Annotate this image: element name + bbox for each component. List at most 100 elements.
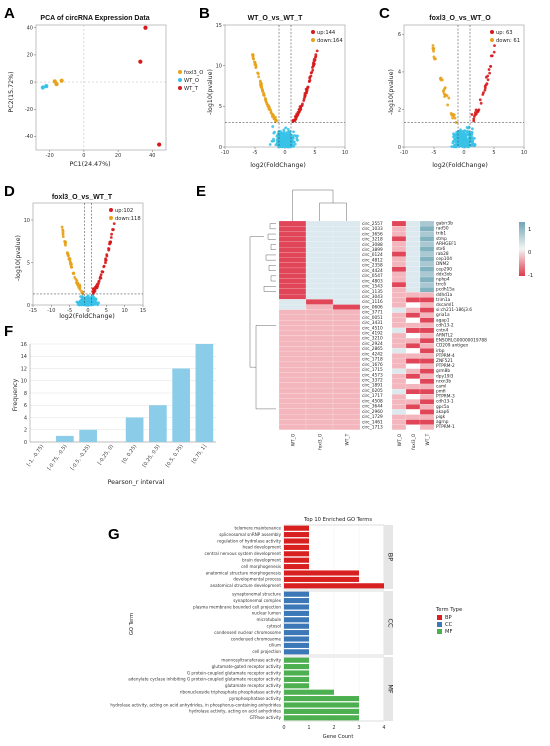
panel-e-right-cell (391, 307, 407, 313)
panel-g-term-label: synaptonemal complex (233, 598, 281, 603)
panel-e-left-cell (278, 309, 307, 316)
panel-g-term-label: anatomical structure morphogenesis (206, 570, 281, 575)
panel-e-left-cell (332, 377, 361, 383)
panel-e-row-label-right: pigk (436, 414, 446, 420)
panel-e-right-cell (391, 322, 407, 329)
panel-e-col-label-left: WT_O (291, 433, 297, 446)
panel-e-left-cell (305, 419, 334, 425)
panel-g-term-label: glutamate-gated receptor activity (212, 664, 282, 669)
panel-e-row-label-right: cep104 (436, 256, 452, 262)
panel-g-facet-label: MF (387, 684, 395, 694)
panel-e-left-cell (332, 283, 361, 289)
panel-b-point (295, 112, 299, 116)
panel-e-row-label-left: circ_3043 (362, 294, 383, 300)
panel-c-point (472, 119, 476, 123)
panel-g-bar (284, 683, 309, 689)
panel-e-right-cell (405, 322, 421, 329)
panel-d-point (74, 277, 78, 281)
panel-c-point (493, 44, 496, 48)
panel-e-left-cell (278, 294, 307, 300)
panel-a-ytick-label: 40 (27, 26, 33, 32)
panel-g-legend-label: BP (445, 615, 452, 621)
panel-e-col-label-right: WT_O (397, 433, 403, 446)
panel-e-left-cell (278, 236, 307, 242)
panel-d-point (64, 240, 68, 244)
panel-e-left-cell (332, 393, 361, 399)
panel-g-bar (284, 604, 309, 610)
panel-g-xlabel: Gene Count (323, 734, 354, 740)
panel-g-bar (284, 564, 309, 570)
panel-e-left-cell (305, 335, 334, 342)
panel-b-ylabel: -log10(pvalue) (207, 69, 214, 115)
panel-a-point (143, 25, 148, 30)
panel-a-ytick-label: 20 (27, 53, 33, 59)
panel-e-left-cell (278, 320, 307, 326)
panel-e-right-cell (391, 394, 407, 400)
panel-c-ylabel: -log10(pvalue) (388, 69, 395, 115)
panel-d-point (91, 290, 95, 294)
panel-e-row-label-left: circ_0205 (362, 388, 383, 394)
panel-e-col-label-right: foxl3_O (411, 433, 417, 450)
panel-g-bar (284, 708, 359, 714)
panel-e-row-label-right: gria1a (436, 312, 450, 318)
panel-e-right-cell (405, 404, 421, 410)
panel-c-point (473, 136, 476, 140)
panel-e-right-cell (419, 297, 435, 303)
panel-b-point (305, 91, 308, 95)
panel-d-point (66, 254, 70, 257)
panel-e-left-cell (332, 372, 361, 378)
panel-e-right-cell (419, 246, 435, 252)
panel-e-row-dendrogram-branch (263, 286, 276, 292)
panel-e-scale-label: 0 (528, 250, 531, 256)
panel-d-point (70, 262, 73, 266)
panel-b-point (262, 93, 266, 97)
panel-e-left-cell (332, 356, 361, 363)
panel-e-left-cell (278, 288, 307, 295)
panel-b-point (313, 58, 317, 62)
panel-e-row-label-left: circ_1135 (362, 289, 383, 295)
panel-e-left-cell (332, 382, 361, 389)
panel-e-row-label-right: ARNTL2 (436, 333, 453, 339)
panel-d-point (70, 265, 74, 269)
panel-g-bar (284, 610, 309, 616)
panel-e-right-cell (391, 419, 407, 425)
panel-e-left-cell (305, 367, 334, 373)
panel-c-point (476, 109, 480, 113)
panel-e-right-cell (405, 363, 421, 369)
panel-e-left-cell (332, 273, 361, 279)
panel-e-row-label-right: nrxn3b (436, 378, 451, 384)
panel-g-bar (284, 557, 309, 563)
panel-e-row-label-right: ddhd1a (436, 292, 453, 298)
panel-d-title: foxl3_O_vs_WT_T (52, 194, 113, 201)
panel-e-right-cell (419, 236, 435, 242)
panel-d-point (75, 300, 79, 304)
panel-d-xtick-label: 10 (121, 308, 127, 314)
panel-c-xtick-label: -5 (432, 150, 437, 156)
panel-e-right-cell (391, 302, 407, 308)
panel-e-left-cell (278, 304, 307, 310)
panel-c-point (465, 140, 469, 144)
panel-letter-g: G (108, 526, 120, 543)
panel-g-bar (284, 696, 359, 702)
panel-e-left-cell (305, 314, 334, 321)
panel-c-point (453, 116, 457, 120)
panel-e-row-label-right: rad50 (436, 226, 449, 232)
panel-e-row-label-right: trib1 (436, 231, 446, 237)
panel-e-left-cell (332, 309, 361, 316)
panel-e-right-cell (405, 358, 421, 364)
panel-e-left-cell (278, 340, 307, 347)
panel-b-point (289, 142, 293, 146)
panel-e-row-label-right: cntn4 (436, 327, 448, 333)
panel-e-row-label-right: nphp4 (436, 277, 450, 283)
panel-e-right-cell (405, 317, 421, 323)
panel-d-point (90, 303, 94, 306)
panel-c-point (486, 78, 490, 82)
panel-e-right-cell (391, 226, 407, 232)
panel-e-row-dendrogram-branch (267, 233, 276, 240)
panel-b-point (312, 63, 315, 67)
panel-e-left-cell (305, 340, 334, 347)
panel-d-volcano-chart: foxl3_O_vs_WT_T log2(FoldChange) -log10(… (15, 194, 146, 320)
panel-e-row-label-left: circ_3088 (362, 242, 383, 248)
panel-e-left-cell (305, 346, 334, 352)
panel-e-row-label-right: agap1 (436, 317, 450, 323)
